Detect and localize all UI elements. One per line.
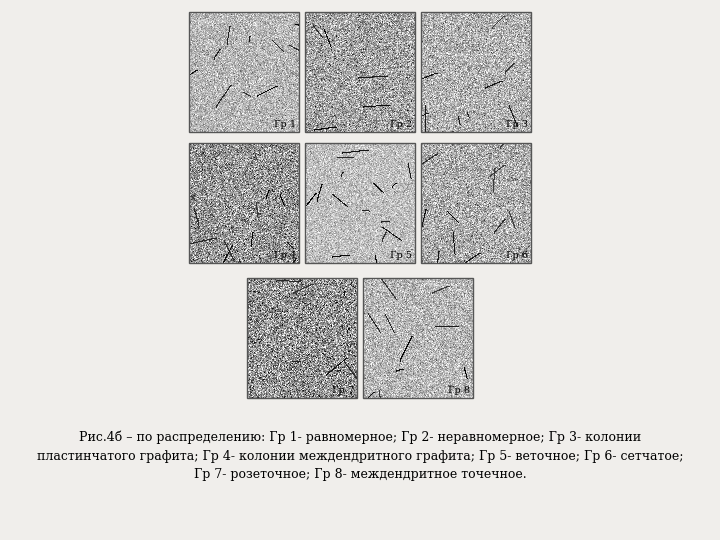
Text: Гр 4: Гр 4 <box>274 251 296 260</box>
Text: Гр 2: Гр 2 <box>390 120 412 129</box>
Bar <box>421 12 531 132</box>
Text: Гр 3: Гр 3 <box>506 120 528 129</box>
Text: Гр 7- розеточное; Гр 8- междендритное точечное.: Гр 7- розеточное; Гр 8- междендритное то… <box>194 468 526 481</box>
Bar <box>305 143 415 263</box>
Bar <box>189 12 299 132</box>
Bar <box>363 278 473 398</box>
Bar <box>247 278 357 398</box>
Text: пластинчатого графита; Гр 4- колонии междендритного графита; Гр 5- веточное; Гр : пластинчатого графита; Гр 4- колонии меж… <box>37 450 683 463</box>
Text: Гр 1: Гр 1 <box>274 120 296 129</box>
Text: Гр 8: Гр 8 <box>448 386 470 395</box>
Text: Рис.4б – по распределению: Гр 1- равномерное; Гр 2- неравномерное; Гр 3- колонии: Рис.4б – по распределению: Гр 1- равноме… <box>79 430 641 443</box>
Text: Гр 5: Гр 5 <box>390 251 412 260</box>
Bar <box>421 143 531 263</box>
Text: Гр 7: Гр 7 <box>332 386 354 395</box>
Bar <box>305 12 415 132</box>
Bar <box>189 143 299 263</box>
Text: Гр 6: Гр 6 <box>506 251 528 260</box>
